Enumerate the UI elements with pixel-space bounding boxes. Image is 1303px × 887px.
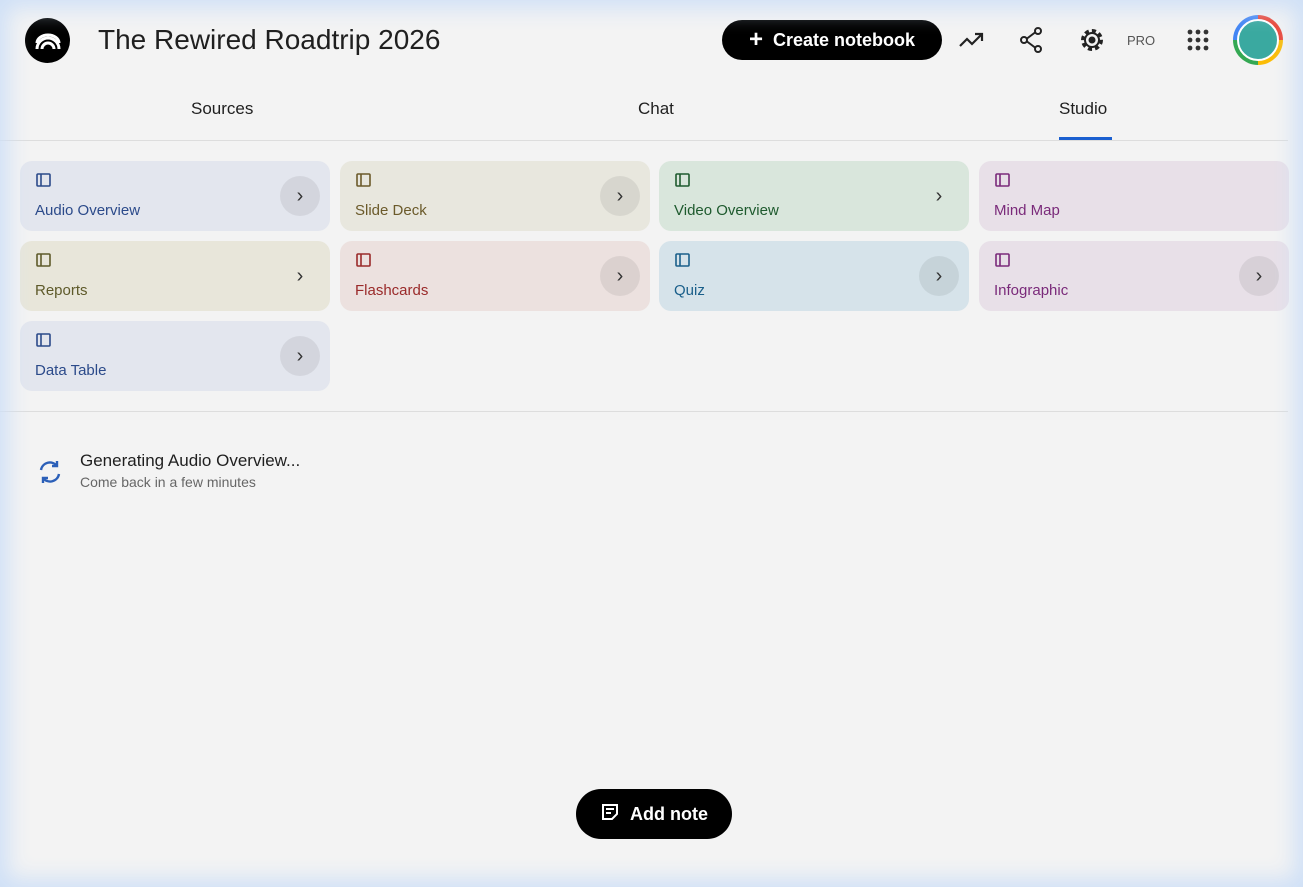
- gear-icon[interactable]: [1078, 26, 1106, 54]
- tab-divider: [0, 140, 1288, 141]
- tab-chat[interactable]: Chat: [638, 99, 674, 118]
- data-table-icon: [35, 331, 55, 351]
- create-notebook-button[interactable]: + Create notebook: [722, 20, 942, 60]
- sync-icon: [36, 458, 64, 491]
- studio-card-flashcards[interactable]: Flashcards ›: [340, 241, 650, 311]
- studio-card-audio-overview[interactable]: Audio Overview ›: [20, 161, 330, 231]
- chevron-right-icon[interactable]: ›: [280, 176, 320, 216]
- infographic-icon: [994, 251, 1014, 271]
- studio-card-mind-map[interactable]: Mind Map: [979, 161, 1289, 231]
- divider: [0, 411, 1288, 412]
- chevron-right-icon[interactable]: ›: [296, 264, 304, 287]
- analytics-icon[interactable]: [958, 26, 986, 54]
- studio-card-label: Infographic: [994, 282, 1069, 299]
- audio-waveform-icon: [35, 171, 55, 191]
- plus-icon: +: [748, 26, 763, 53]
- generating-title: Generating Audio Overview...: [80, 451, 301, 470]
- avatar[interactable]: [1233, 15, 1283, 65]
- studio-card-reports[interactable]: Reports ›: [20, 241, 330, 311]
- studio-card-label: Data Table: [35, 362, 107, 379]
- studio-card-label: Reports: [35, 282, 88, 299]
- chevron-right-icon[interactable]: ›: [280, 336, 320, 376]
- studio-card-label: Audio Overview: [35, 202, 141, 219]
- reports-icon: [35, 251, 55, 271]
- studio-card-label: Flashcards: [355, 282, 429, 299]
- slides-icon: [355, 171, 375, 191]
- mind-map-icon: [994, 171, 1014, 191]
- studio-card-label: Video Overview: [674, 202, 779, 219]
- studio-card-infographic[interactable]: Infographic ›: [979, 241, 1289, 311]
- pro-badge: PRO: [1127, 33, 1156, 48]
- studio-card-quiz[interactable]: Quiz ›: [659, 241, 969, 311]
- generating-subtitle: Come back in a few minutes: [80, 474, 256, 490]
- chevron-right-icon[interactable]: ›: [1239, 256, 1279, 296]
- quiz-icon: [674, 251, 694, 271]
- share-icon[interactable]: [1017, 26, 1045, 54]
- chevron-right-icon[interactable]: ›: [600, 176, 640, 216]
- studio-card-video-overview[interactable]: Video Overview ›: [659, 161, 969, 231]
- studio-card-data-table[interactable]: Data Table ›: [20, 321, 330, 391]
- notebook-title[interactable]: The Rewired Roadtrip 2026: [98, 24, 441, 55]
- studio-card-label: Slide Deck: [355, 202, 427, 219]
- tab-sources[interactable]: Sources: [191, 99, 254, 118]
- chevron-right-icon[interactable]: ›: [935, 184, 943, 207]
- studio-card-label: Mind Map: [994, 202, 1060, 219]
- tab-studio[interactable]: Studio: [1059, 99, 1108, 118]
- app-logo[interactable]: [25, 18, 70, 63]
- chevron-right-icon[interactable]: ›: [600, 256, 640, 296]
- studio-card-label: Quiz: [674, 282, 705, 299]
- add-note-button[interactable]: Add note: [576, 789, 732, 839]
- flashcards-icon: [355, 251, 375, 271]
- chevron-right-icon[interactable]: ›: [919, 256, 959, 296]
- studio-card-slide-deck[interactable]: Slide Deck ›: [340, 161, 650, 231]
- apps-grid-icon[interactable]: [1184, 26, 1212, 54]
- active-tab-indicator: [1059, 137, 1112, 140]
- note-icon: [600, 802, 620, 827]
- video-icon: [674, 171, 694, 191]
